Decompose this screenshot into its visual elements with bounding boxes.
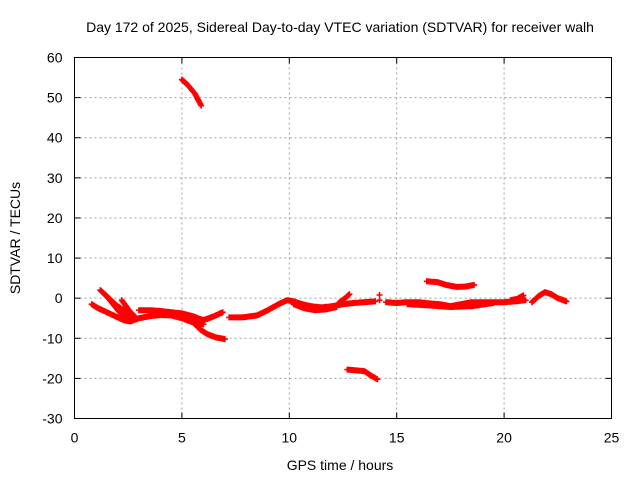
x-tick-label: 20 (496, 430, 512, 446)
x-tick-label: 15 (389, 430, 405, 446)
y-tick-label: 10 (47, 250, 63, 266)
x-axis-label: GPS time / hours (287, 457, 394, 473)
x-tick-label: 5 (178, 430, 186, 446)
chart-title: Day 172 of 2025, Sidereal Day-to-day VTE… (86, 19, 594, 35)
y-tick-label: 30 (47, 170, 63, 186)
y-tick-label: 50 (47, 90, 63, 106)
x-axis-ticks: 0 5 10 15 20 25 (71, 57, 620, 446)
y-tick-label: 40 (47, 130, 63, 146)
data-points (88, 76, 570, 383)
grid-lines (74, 57, 612, 419)
y-axis-label: SDTVAR / TECUs (7, 182, 23, 294)
data-point-markers (88, 76, 570, 383)
x-tick-label: 0 (71, 430, 79, 446)
y-tick-label: 0 (55, 290, 63, 306)
y-tick-label: -10 (42, 330, 62, 346)
y-tick-label: 60 (47, 50, 63, 66)
x-tick-label: 25 (604, 430, 620, 446)
y-axis-ticks: -30 -20 -10 0 10 20 30 40 50 60 (42, 50, 612, 427)
y-tick-label: 20 (47, 210, 63, 226)
x-tick-label: 10 (282, 430, 298, 446)
y-tick-label: -20 (42, 370, 62, 386)
plot-frame (74, 57, 612, 419)
y-tick-label: -30 (42, 411, 62, 427)
